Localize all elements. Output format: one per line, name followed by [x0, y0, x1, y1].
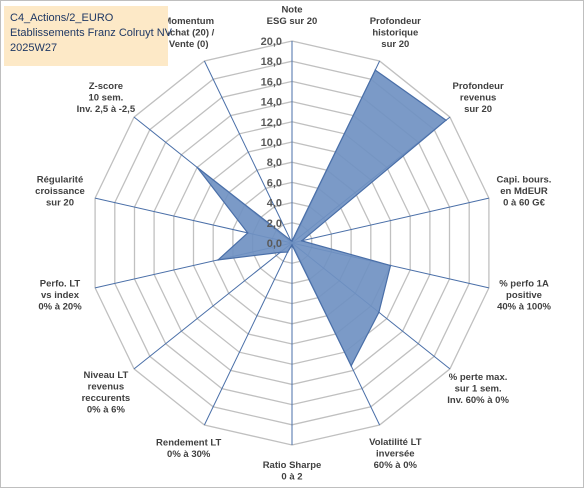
chart-title-line-1: C4_Actions/2_EURO: [10, 12, 114, 24]
tick-label: 6,0: [267, 177, 282, 189]
spoke: [203, 242, 293, 426]
axis-label: Régularité croissance sur 20: [35, 175, 85, 209]
data-point: [217, 259, 219, 261]
axis-label: % perte max. sur 1 sem. Inv. 60% à 0%: [447, 372, 509, 406]
axis-label: Momentum Achat (20) / Vente (0): [163, 16, 215, 50]
data-point: [378, 311, 380, 314]
data-point: [445, 119, 447, 121]
data-point: [246, 232, 249, 234]
data-point: [301, 240, 303, 242]
data-point: [389, 264, 392, 267]
tick-label: 8,0: [267, 157, 282, 169]
chart-title-line-3: 2025W27: [10, 42, 58, 54]
data-point: [286, 251, 289, 253]
data-point: [374, 69, 377, 71]
data-point: [291, 240, 293, 242]
axis-label: Ratio Sharpe 0 à 2: [263, 460, 322, 483]
tick-label: 12,0: [261, 117, 282, 129]
chart-title-line-2: Etablissements Franz Colruyt NV: [10, 27, 172, 39]
axis-label: Volatilité LT inversée 60% à 0%: [369, 437, 422, 471]
axis-label: Note ESG sur 20: [267, 5, 318, 28]
spoke: [203, 60, 293, 244]
axis-label: Capi. bours. en MdEUR 0 à 60 G€: [497, 175, 552, 209]
axis-label: Z-score 10 sem. Inv. 2,5 à -2,5: [77, 81, 136, 115]
tick-label: 16,0: [261, 76, 282, 88]
axis-label: % perfo 1A positive 40% à 100%: [497, 279, 551, 313]
tick-label: 10,0: [261, 137, 282, 149]
data-point: [289, 239, 292, 242]
axis-label: Niveau LT revenus reccurents 0% à 6%: [82, 370, 131, 416]
radar-series: [196, 69, 447, 368]
chart-title-box: C4_Actions/2_EURO Etablissements Franz C…: [4, 6, 172, 66]
tick-label: 2,0: [267, 218, 282, 230]
data-point: [279, 251, 282, 254]
tick-label: 0,0: [267, 238, 282, 250]
data-point: [350, 365, 353, 367]
spoke: [133, 242, 293, 370]
data-point: [196, 166, 198, 169]
tick-label: 20,0: [261, 36, 282, 48]
data-point: [291, 244, 293, 246]
tick-label: 14,0: [261, 97, 282, 109]
axis-label: Rendement LT 0% à 30%: [156, 437, 221, 460]
axis-label: Perfo. LT vs index 0% à 20%: [38, 279, 82, 313]
axis-label: Profondeur revenus sur 20: [452, 81, 503, 115]
tick-label: 18,0: [261, 56, 282, 68]
radar-axis-labels: Note ESG sur 20 Profondeur historique sur 20…: [35, 5, 551, 483]
spoke: [291, 197, 490, 244]
axis-label: Profondeur historique sur 20: [370, 16, 421, 50]
radar-tick-labels: 0,0 2,0 4,0 6,0 8,0 10,0 12,0 14,0 16,0 18,0 20,0: [261, 36, 282, 250]
tick-label: 4,0: [267, 198, 282, 210]
